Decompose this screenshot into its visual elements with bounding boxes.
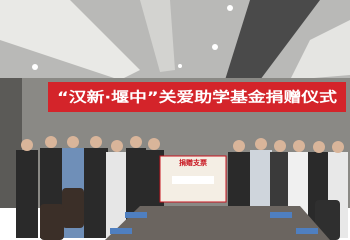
head (274, 140, 286, 152)
table (105, 206, 330, 240)
name-card (125, 212, 147, 218)
chair (62, 188, 84, 228)
head (313, 141, 325, 153)
person (16, 150, 38, 238)
banner-text: “汉新·堰中”关爱助学基金捐赠仪式 (57, 89, 337, 106)
chair (40, 204, 64, 240)
ceiling-light (178, 64, 182, 68)
head (233, 140, 245, 152)
name-card (110, 228, 132, 234)
person (84, 148, 108, 238)
head (90, 136, 102, 148)
head (21, 139, 33, 151)
photo: “汉新·堰中”关爱助学基金捐赠仪式 (0, 0, 350, 240)
head (148, 138, 160, 150)
ceiling-light (32, 64, 38, 70)
name-card (270, 212, 292, 218)
check-board-title: 捐赠支票 (179, 158, 207, 167)
page: “汉新·堰中”关爱助学基金捐赠仪式 (0, 0, 350, 240)
head (111, 140, 123, 152)
head (293, 140, 305, 152)
ceiling-light (227, 5, 233, 11)
name-card (296, 228, 318, 234)
head (255, 138, 267, 150)
head (45, 136, 57, 148)
head (67, 136, 79, 148)
check-board-field (172, 176, 214, 184)
ceiling-light (212, 44, 218, 50)
head (130, 136, 142, 148)
head (332, 141, 344, 153)
